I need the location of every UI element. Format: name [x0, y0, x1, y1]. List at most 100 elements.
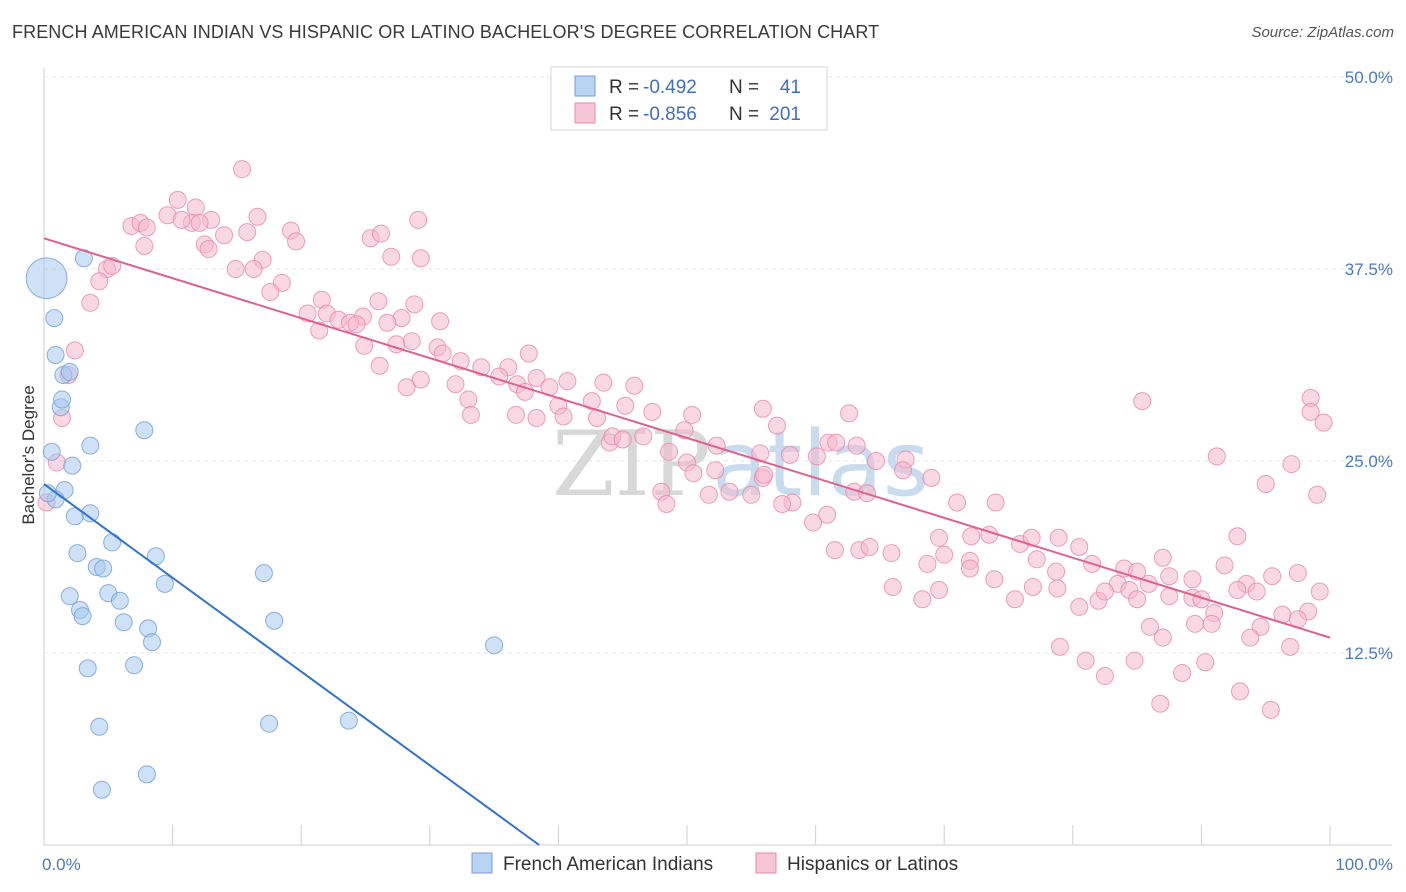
french-point-34 [485, 636, 504, 655]
hispanic-point-90 [707, 436, 726, 455]
french-point-4 [60, 362, 79, 381]
hispanic-point-19 [409, 210, 428, 229]
french-point-33 [265, 611, 284, 630]
series-legend-label-hispanic: Hispanics or Latinos [787, 854, 958, 875]
hispanic-point-15 [135, 236, 154, 255]
hispanic-point-57 [519, 344, 538, 363]
hispanic-point-121 [825, 541, 844, 560]
hispanic-point-41 [378, 313, 397, 332]
hispanic-point-52 [65, 341, 84, 360]
french-point-23 [73, 607, 92, 626]
french-point-38 [92, 780, 111, 799]
hispanic-point-144 [930, 581, 949, 600]
hispanic-point-124 [882, 544, 901, 563]
hispanic-point-195 [1256, 475, 1275, 494]
french-point-36 [260, 714, 279, 733]
y-tick-label-1: 25.0% [1345, 452, 1393, 471]
y-tick-label-2: 37.5% [1345, 260, 1393, 279]
hispanic-point-178 [1095, 667, 1114, 686]
hispanic-point-72 [616, 396, 635, 415]
hispanic-point-184 [1261, 700, 1280, 719]
legend-n-value-hispanic: 201 [769, 104, 801, 125]
hispanic-point-108 [804, 513, 823, 532]
french-point-1 [45, 309, 64, 328]
hispanic-point-48 [402, 332, 421, 351]
hispanic-point-11 [190, 213, 209, 232]
hispanic-point-37 [81, 293, 100, 312]
hispanic-point-58 [446, 375, 465, 394]
hispanic-point-94 [659, 442, 678, 461]
hispanic-point-192 [1207, 447, 1226, 466]
hispanic-point-17 [199, 240, 218, 259]
hispanic-point-66 [397, 378, 416, 397]
legend-r-label-hispanic: R = [609, 104, 639, 125]
french-point-16 [68, 544, 87, 563]
legend-box [550, 66, 828, 131]
hispanic-point-183 [1230, 682, 1249, 701]
hispanic-point-12 [238, 223, 257, 242]
hispanic-point-82 [527, 408, 546, 427]
x-tick-label-0: 0.0% [42, 855, 81, 874]
hispanic-point-119 [699, 485, 718, 504]
french-point-25 [110, 591, 129, 610]
french-point-29 [143, 633, 162, 652]
hispanic-point-149 [1048, 579, 1067, 598]
hispanic-point-44 [347, 315, 366, 334]
hispanic-point-164 [1022, 528, 1041, 547]
chart-title: FRENCH AMERICAN INDIAN VS HISPANIC OR LA… [12, 22, 880, 42]
hispanic-point-69 [515, 382, 534, 401]
hispanic-point-89 [675, 421, 694, 440]
french-point-35 [90, 717, 109, 736]
hispanic-point-182 [1196, 653, 1215, 672]
hispanic-point-4 [248, 207, 267, 226]
hispanic-point-31 [261, 283, 280, 302]
hispanic-point-174 [1241, 628, 1260, 647]
hispanic-point-136 [1183, 570, 1202, 589]
y-tick-labels: 12.5% 25.0% 37.5% 50.0% [1345, 68, 1393, 663]
series-legend-swatch-hispanic [755, 852, 777, 874]
hispanic-point-129 [1027, 550, 1046, 569]
hispanic-point-146 [985, 570, 1004, 589]
hispanic-point-120 [720, 482, 739, 501]
hispanic-point-118 [657, 495, 676, 514]
hispanic-point-142 [883, 577, 902, 596]
hispanic-point-137 [1215, 556, 1234, 575]
hispanic-point-179 [1125, 651, 1144, 670]
hispanic-point-98 [684, 464, 703, 483]
legend-swatch-hispanic [574, 102, 596, 124]
hispanic-point-101 [755, 465, 774, 484]
legend-n-value-french: 41 [780, 77, 801, 98]
hispanic-point-167 [1153, 548, 1172, 567]
hispanic-point-190 [1314, 413, 1333, 432]
hispanic-point-76 [840, 404, 859, 423]
hispanic-point-10 [172, 210, 191, 229]
hispanic-point-8 [137, 218, 156, 237]
hispanic-point-0 [233, 160, 252, 179]
hispanic-point-126 [935, 545, 954, 564]
hispanic-point-29 [90, 272, 109, 291]
hispanic-point-80 [461, 405, 480, 424]
hispanic-point-181 [1173, 663, 1192, 682]
hispanic-point-99 [706, 461, 725, 480]
french-point-6 [53, 390, 72, 409]
hispanic-point-189 [1301, 402, 1320, 421]
french-point-21 [60, 587, 79, 606]
french-point-15 [135, 421, 154, 440]
hispanic-point-187 [1192, 590, 1211, 609]
legend-n-label-french: N = [729, 77, 759, 98]
legend-r-value-hispanic: -0.856 [643, 104, 697, 125]
correlation-legend: R = -0.492 N = 41 R = -0.856 N = 201 [550, 66, 828, 131]
french-point-39 [137, 765, 156, 784]
hispanic-point-54 [370, 356, 389, 375]
hispanic-point-155 [1185, 614, 1204, 633]
hispanic-point-68 [459, 390, 478, 409]
hispanic-point-64 [594, 373, 613, 392]
hispanic-point-191 [1308, 485, 1327, 504]
hispanic-point-113 [922, 468, 941, 487]
hispanic-point-43 [369, 292, 388, 311]
x-tick-labels: 0.0% 100.0% [42, 855, 1393, 874]
hispanic-point-180 [1151, 694, 1170, 713]
hispanic-point-93 [827, 433, 846, 452]
french-point-30 [78, 659, 97, 678]
hispanic-point-175 [1281, 637, 1300, 656]
